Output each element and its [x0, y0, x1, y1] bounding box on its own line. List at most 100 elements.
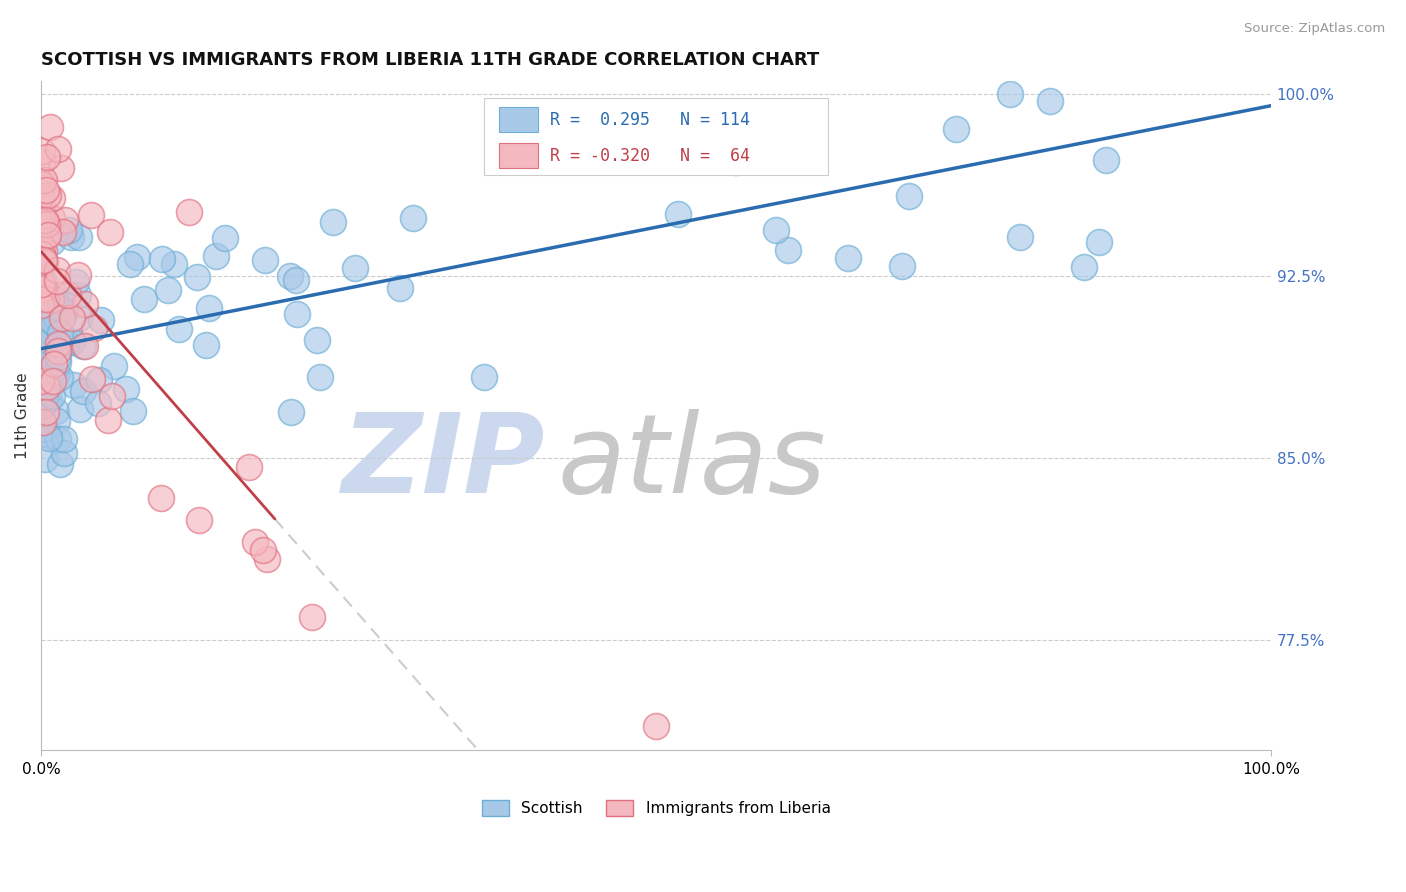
Point: [46, 432, 69, 446]
Point: [285, 273, 308, 287]
Point: [44, 404, 66, 418]
Point: [35, 217, 58, 231]
Point: [72, 384, 94, 398]
Point: [39, 293, 62, 308]
Point: [41, 211, 63, 226]
Point: [204, 249, 226, 263]
Point: [37, 357, 59, 371]
Point: [46, 367, 69, 381]
Point: [31, 247, 53, 261]
Text: R = -0.320   N =  64: R = -0.320 N = 64: [550, 146, 751, 165]
Text: atlas: atlas: [558, 409, 827, 516]
Point: [75, 339, 97, 353]
Point: [34, 213, 56, 227]
Legend: Scottish, Immigrants from Liberia: Scottish, Immigrants from Liberia: [475, 794, 837, 822]
Point: [1073, 260, 1095, 275]
Point: [65, 275, 87, 289]
Point: [31, 155, 53, 169]
Point: [280, 268, 302, 283]
Point: [837, 252, 859, 266]
Point: [256, 551, 278, 566]
Point: [645, 718, 668, 732]
Point: [305, 333, 328, 347]
Point: [66, 268, 89, 282]
Point: [34, 277, 56, 291]
Point: [34, 244, 56, 258]
Point: [37, 331, 59, 345]
Point: [52, 432, 75, 446]
Point: [1087, 235, 1109, 249]
Point: [44, 292, 66, 306]
Point: [34, 390, 56, 404]
Point: [41, 310, 63, 324]
Point: [72, 339, 94, 353]
Point: [474, 370, 496, 384]
Point: [60, 334, 83, 349]
Point: [30, 368, 52, 382]
Point: [53, 212, 76, 227]
Point: [46, 351, 69, 365]
Point: [37, 318, 59, 333]
Point: [60, 310, 83, 325]
Point: [41, 314, 63, 328]
Point: [48, 326, 70, 340]
Point: [280, 405, 302, 419]
Point: [733, 141, 755, 155]
Point: [46, 336, 69, 351]
Point: [38, 392, 60, 406]
Point: [31, 398, 53, 412]
Point: [67, 230, 90, 244]
Point: [388, 281, 411, 295]
Point: [31, 376, 53, 391]
Point: [32, 416, 55, 430]
Point: [120, 256, 142, 270]
Point: [32, 172, 55, 186]
Point: [34, 422, 56, 436]
Point: [31, 209, 53, 223]
Point: [52, 446, 75, 460]
Point: [35, 228, 58, 243]
Point: [163, 257, 186, 271]
Point: [32, 282, 55, 296]
Point: [344, 261, 367, 276]
Point: [46, 414, 69, 428]
Point: [32, 415, 55, 429]
Point: [322, 215, 344, 229]
Point: [122, 404, 145, 418]
Point: [53, 298, 76, 312]
Point: [103, 359, 125, 373]
Point: [31, 277, 53, 291]
Point: [87, 395, 110, 409]
Point: [41, 389, 63, 403]
Point: [37, 323, 59, 337]
Point: [52, 226, 75, 240]
Point: [35, 359, 58, 373]
Point: [35, 378, 58, 392]
Point: [32, 275, 55, 289]
Point: [38, 334, 60, 349]
Text: Source: ZipAtlas.com: Source: ZipAtlas.com: [1244, 22, 1385, 36]
Point: [156, 283, 179, 297]
Point: [35, 150, 58, 164]
Point: [32, 365, 55, 379]
Point: [776, 244, 799, 258]
Point: [41, 374, 63, 388]
Point: [53, 302, 76, 317]
Point: [30, 298, 52, 312]
Point: [898, 189, 921, 203]
Point: [198, 301, 221, 316]
Point: [49, 302, 72, 317]
Point: [48, 457, 70, 471]
Point: [238, 460, 260, 475]
Point: [46, 262, 69, 277]
Point: [32, 283, 55, 297]
Point: [31, 247, 53, 261]
Point: [666, 207, 689, 221]
Point: [41, 191, 63, 205]
Point: [46, 274, 69, 288]
Point: [253, 253, 276, 268]
Point: [195, 338, 218, 352]
Point: [1010, 230, 1032, 244]
Point: [44, 317, 66, 331]
Point: [245, 534, 267, 549]
